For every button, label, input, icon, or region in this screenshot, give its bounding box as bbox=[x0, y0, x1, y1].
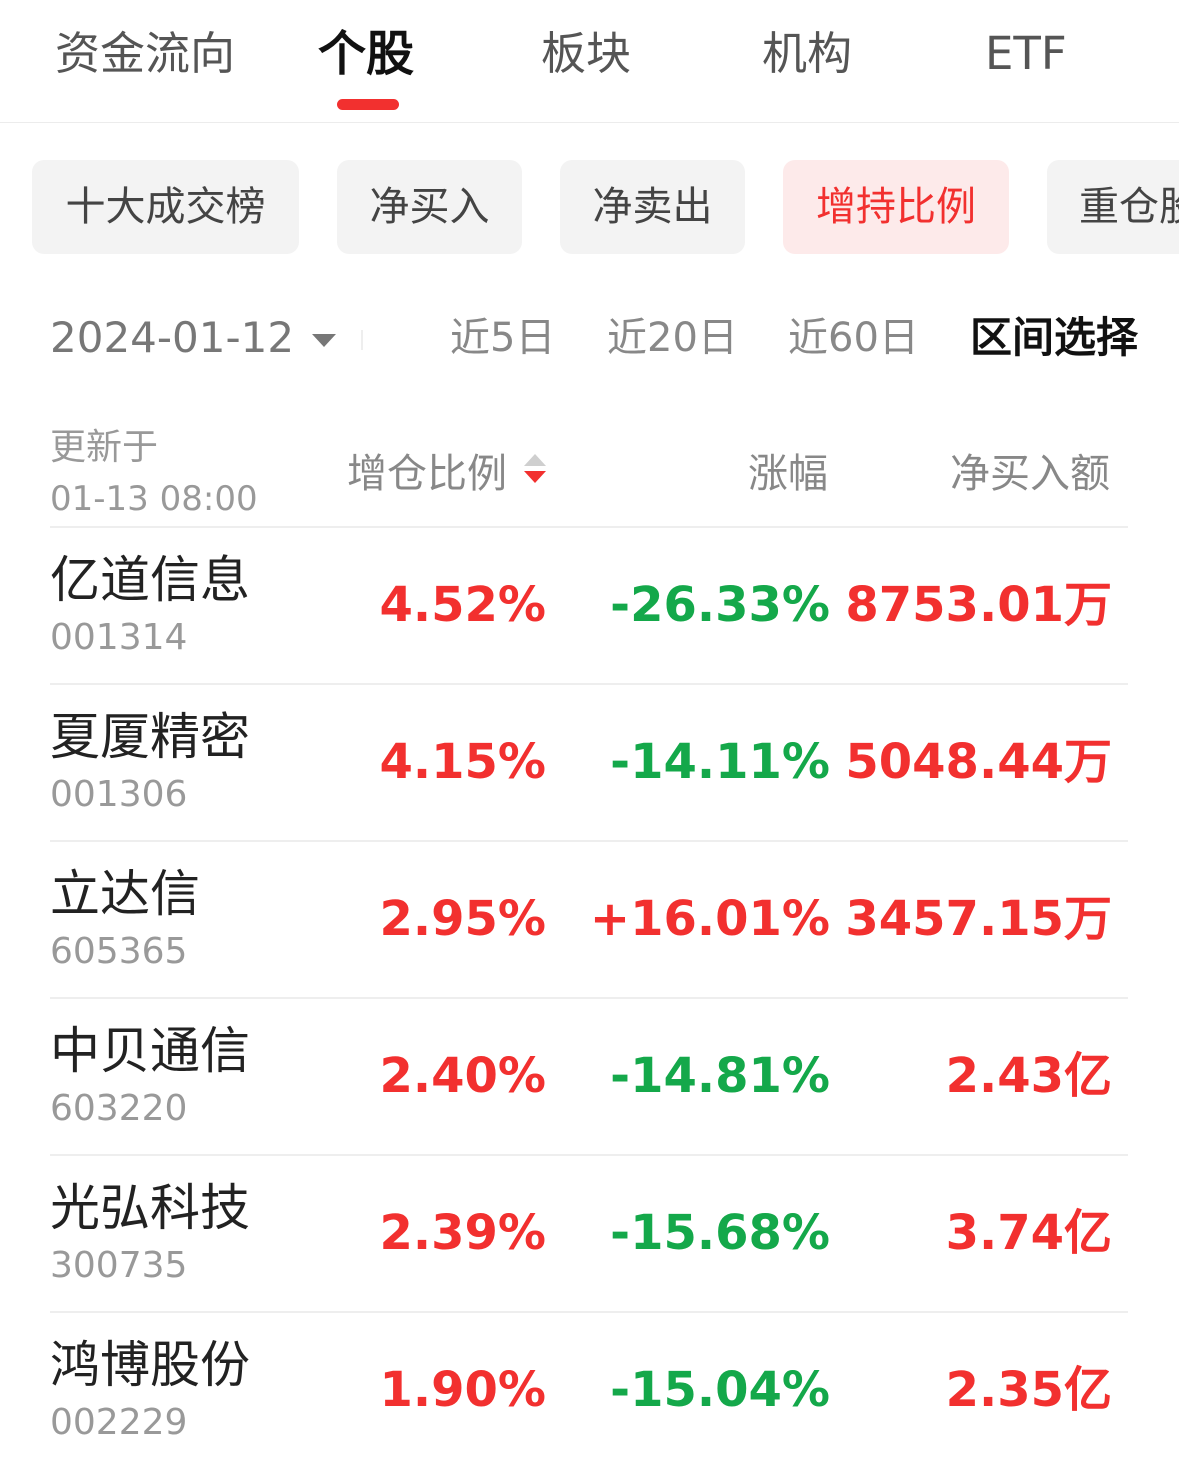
increase-ratio-value: 2.40% bbox=[379, 1048, 546, 1104]
tab-etf[interactable]: ETF bbox=[985, 27, 1067, 80]
stock-code: 605365 bbox=[50, 931, 188, 972]
row-divider bbox=[50, 1311, 1128, 1313]
date-period-bar: 2024-01-12 近5日 近20日 近60日 区间选择 bbox=[0, 300, 1179, 380]
table-row[interactable]: 光弘科技 300735 2.39% -15.68% 3.74亿 bbox=[0, 1154, 1179, 1311]
tab-sectors[interactable]: 板块 bbox=[541, 27, 632, 80]
tab-fund-flow[interactable]: 资金流向 bbox=[55, 27, 236, 80]
period-custom-range[interactable]: 区间选择 bbox=[970, 313, 1139, 362]
change-value: -26.33% bbox=[610, 577, 830, 633]
date-selector[interactable]: 2024-01-12 bbox=[50, 313, 295, 362]
active-tab-indicator bbox=[337, 99, 399, 110]
stock-code: 001306 bbox=[50, 774, 188, 815]
net-buy-amount-value: 2.35亿 bbox=[945, 1362, 1112, 1418]
row-divider bbox=[50, 997, 1128, 999]
chevron-down-icon[interactable] bbox=[312, 334, 336, 347]
sort-up-arrow-icon bbox=[524, 454, 546, 466]
change-value: +16.01% bbox=[589, 891, 830, 947]
stock-code: 603220 bbox=[50, 1088, 188, 1129]
header-net-buy-amount[interactable]: 净买入额 bbox=[950, 451, 1110, 497]
stock-code: 001314 bbox=[50, 617, 188, 658]
chip-increase-ratio[interactable]: 增持比例 bbox=[783, 160, 1009, 254]
sort-icon[interactable] bbox=[524, 454, 548, 486]
chip-net-buy[interactable]: 净买入 bbox=[337, 160, 522, 254]
divider bbox=[361, 330, 363, 350]
top-tab-bar: 资金流向 个股 板块 机构 ETF bbox=[0, 0, 1179, 123]
table-row[interactable]: 鸿博股份 002229 1.90% -15.04% 2.35亿 bbox=[0, 1311, 1179, 1468]
updated-time: 01-13 08:00 bbox=[50, 479, 258, 519]
increase-ratio-value: 2.39% bbox=[379, 1205, 546, 1261]
period-60d[interactable]: 近60日 bbox=[788, 315, 919, 361]
period-20d[interactable]: 近20日 bbox=[607, 315, 738, 361]
change-value: -14.81% bbox=[610, 1048, 830, 1104]
stock-name: 中贝通信 bbox=[50, 1022, 250, 1080]
stock-name: 亿道信息 bbox=[50, 551, 250, 609]
row-divider bbox=[50, 1154, 1128, 1156]
period-5d[interactable]: 近5日 bbox=[450, 315, 556, 361]
tab-individual-stocks[interactable]: 个股 bbox=[318, 26, 415, 82]
header-increase-ratio[interactable]: 增仓比例 bbox=[347, 451, 507, 497]
table-row[interactable]: 中贝通信 603220 2.40% -14.81% 2.43亿 bbox=[0, 997, 1179, 1154]
table-header: 更新于 01-13 08:00 增仓比例 涨幅 净买入额 bbox=[0, 420, 1179, 525]
row-divider bbox=[50, 840, 1128, 842]
stock-name: 光弘科技 bbox=[50, 1179, 250, 1237]
change-value: -15.04% bbox=[610, 1362, 830, 1418]
change-value: -14.11% bbox=[610, 734, 830, 790]
stock-code: 300735 bbox=[50, 1245, 188, 1286]
updated-label: 更新于 bbox=[50, 427, 159, 468]
chip-top10-turnover[interactable]: 十大成交榜 bbox=[32, 160, 299, 254]
tab-institutions[interactable]: 机构 bbox=[762, 27, 853, 80]
row-divider bbox=[50, 526, 1128, 528]
stock-name: 鸿博股份 bbox=[50, 1336, 250, 1394]
net-buy-amount-value: 2.43亿 bbox=[945, 1048, 1112, 1104]
chip-heavy-holdings[interactable]: 重仓股 bbox=[1047, 160, 1179, 254]
increase-ratio-value: 4.52% bbox=[379, 577, 546, 633]
stock-code: 002229 bbox=[50, 1402, 188, 1443]
header-change[interactable]: 涨幅 bbox=[748, 451, 828, 497]
chip-net-sell[interactable]: 净卖出 bbox=[560, 160, 745, 254]
net-buy-amount-value: 8753.01万 bbox=[845, 577, 1112, 633]
increase-ratio-value: 4.15% bbox=[379, 734, 546, 790]
net-buy-amount-value: 5048.44万 bbox=[845, 734, 1112, 790]
net-buy-amount-value: 3.74亿 bbox=[945, 1205, 1112, 1261]
table-row[interactable]: 夏厦精密 001306 4.15% -14.11% 5048.44万 bbox=[0, 683, 1179, 840]
increase-ratio-value: 2.95% bbox=[379, 891, 546, 947]
increase-ratio-value: 1.90% bbox=[379, 1362, 546, 1418]
change-value: -15.68% bbox=[610, 1205, 830, 1261]
table-row[interactable]: 立达信 605365 2.95% +16.01% 3457.15万 bbox=[0, 840, 1179, 997]
row-divider bbox=[50, 683, 1128, 685]
net-buy-amount-value: 3457.15万 bbox=[845, 891, 1112, 947]
stock-name: 夏厦精密 bbox=[50, 708, 250, 766]
sort-down-arrow-icon bbox=[524, 471, 546, 483]
stock-table: 亿道信息 001314 4.52% -26.33% 8753.01万 夏厦精密 … bbox=[0, 526, 1179, 1468]
stock-name: 立达信 bbox=[50, 865, 200, 923]
table-row[interactable]: 亿道信息 001314 4.52% -26.33% 8753.01万 bbox=[0, 526, 1179, 683]
